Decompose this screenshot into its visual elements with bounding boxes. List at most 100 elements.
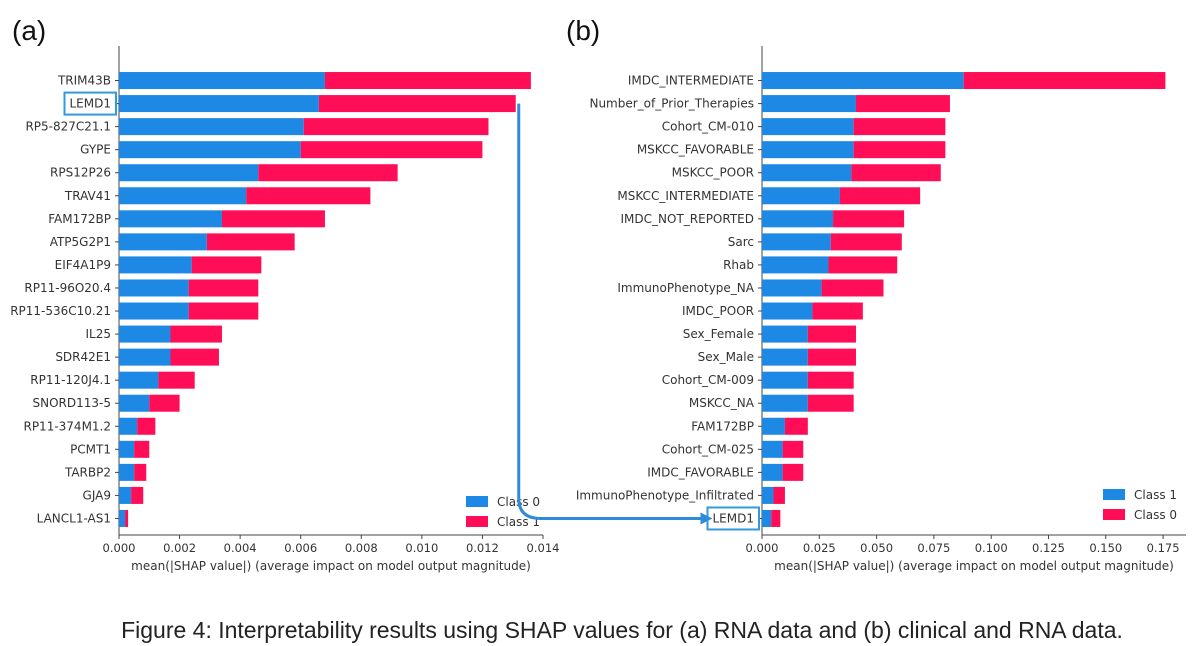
bar-class-1: [762, 417, 785, 435]
bar-class-1: [188, 302, 259, 320]
category-label: RP11-536C10.21: [10, 304, 111, 318]
category-label: IL25: [86, 327, 112, 341]
category-label: MSKCC_POOR: [672, 166, 754, 180]
bar-class-0: [119, 118, 304, 136]
bar-class-1: [762, 509, 772, 527]
legend-swatch: [1103, 489, 1125, 500]
bar-class-1: [762, 302, 813, 320]
x-tick-label: 0.000: [746, 541, 779, 555]
category-label: RP11-374M1.2: [23, 419, 111, 433]
bar-class-0: [119, 417, 138, 435]
bar-class-0: [828, 256, 898, 274]
category-label: TARBP2: [64, 465, 111, 479]
legend-swatch: [466, 496, 488, 507]
category-label: IMDC_POOR: [682, 304, 754, 318]
bar-class-1: [158, 371, 195, 389]
category-label: RPS12P26: [50, 166, 111, 180]
annotation-layer: [63, 91, 760, 531]
category-label: LANCL1-AS1: [37, 511, 111, 525]
bar-class-1: [188, 279, 259, 297]
bar-class-1: [125, 509, 129, 527]
category-label: Number_of_Prior_Therapies: [589, 97, 754, 111]
bar-class-1: [762, 72, 964, 90]
bar-class-1: [170, 325, 222, 343]
bar-class-0: [119, 509, 126, 527]
bar-class-0: [119, 463, 135, 481]
x-tick-label: 0.075: [917, 541, 950, 555]
bar-class-1: [762, 95, 856, 113]
bar-class-1: [318, 95, 516, 113]
category-label: Sarc: [728, 235, 754, 249]
bar-class-1: [303, 118, 489, 136]
category-label: Cohort_CM-009: [662, 373, 754, 387]
bar-class-1: [762, 187, 840, 205]
bar-class-0: [963, 72, 1166, 90]
category-label: TRAV41: [64, 189, 111, 203]
bar-class-0: [119, 233, 207, 251]
x-tick-label: 0.008: [345, 541, 378, 555]
category-label: MSKCC_FAVORABLE: [637, 143, 754, 157]
category-label: RP11-96O20.4: [24, 281, 111, 295]
x-tick-label: 0.150: [1089, 541, 1122, 555]
bar-class-0: [771, 509, 781, 527]
bar-class-1: [762, 233, 831, 251]
x-tick-label: 0.025: [803, 541, 836, 555]
category-label: SNORD113-5: [33, 396, 112, 410]
bar-class-0: [807, 371, 854, 389]
x-tick-label: 0.175: [1147, 541, 1180, 555]
bar-class-0: [119, 164, 259, 182]
category-label: Cohort_CM-010: [662, 120, 754, 134]
x-tick-label: 0.012: [466, 541, 499, 555]
bar-class-0: [784, 417, 808, 435]
bar-class-1: [191, 256, 262, 274]
bar-class-1: [246, 187, 371, 205]
bar-class-0: [119, 325, 171, 343]
category-label: Sex_Male: [698, 350, 754, 364]
bar-class-0: [782, 463, 804, 481]
legend-swatch: [466, 516, 488, 527]
bar-class-0: [830, 233, 902, 251]
category-label: Cohort_CM-025: [662, 442, 754, 456]
figure-caption: Figure 4: Interpretability results using…: [121, 617, 1123, 643]
bar-class-0: [833, 210, 905, 228]
bar-class-1: [762, 210, 834, 228]
bar-class-0: [119, 279, 189, 297]
bar-class-0: [119, 141, 301, 159]
x-tick-label: 0.004: [224, 541, 257, 555]
category-label: Rhab: [723, 258, 754, 272]
category-label: IMDC_NOT_REPORTED: [621, 212, 754, 226]
bar-class-1: [137, 417, 156, 435]
bar-class-1: [762, 486, 774, 504]
bar-class-0: [853, 118, 946, 136]
bar-class-1: [134, 440, 150, 458]
x-tick-label: 0.050: [860, 541, 893, 555]
bar-class-1: [762, 463, 783, 481]
legend-label: Class 0: [1134, 508, 1177, 522]
x-tick-label: 0.002: [163, 541, 196, 555]
category-label: Sex_Female: [683, 327, 754, 341]
category-label: GYPE: [80, 143, 111, 157]
bar-class-1: [762, 348, 808, 366]
bar-class-1: [131, 486, 144, 504]
category-label: SDR42E1: [55, 350, 111, 364]
bar-class-1: [762, 256, 829, 274]
bar-class-0: [812, 302, 863, 320]
bar-class-0: [851, 164, 941, 182]
bar-class-0: [807, 394, 854, 412]
category-label: RP5-827C21.1: [25, 120, 111, 134]
bar-class-0: [119, 302, 189, 320]
bar-class-0: [839, 187, 921, 205]
panel-label: (a): [12, 15, 46, 46]
bar-class-1: [324, 72, 531, 90]
panel-a-chart: (a) 0.000 0.002 0.004 0.006 0.008 0.010 0.012 0.…: [10, 15, 559, 573]
legend-label: Class 1: [497, 515, 540, 529]
category-label: ATP5G2P1: [50, 235, 111, 249]
bar-class-1: [762, 141, 854, 159]
x-axis-title: mean(|SHAP value|) (average impact on mo…: [774, 559, 1174, 573]
category-label: FAM172BP: [691, 419, 754, 433]
legend-swatch: [1103, 509, 1125, 520]
category-label: GJA9: [83, 488, 111, 502]
category-label: MSKCC_NA: [689, 396, 755, 410]
